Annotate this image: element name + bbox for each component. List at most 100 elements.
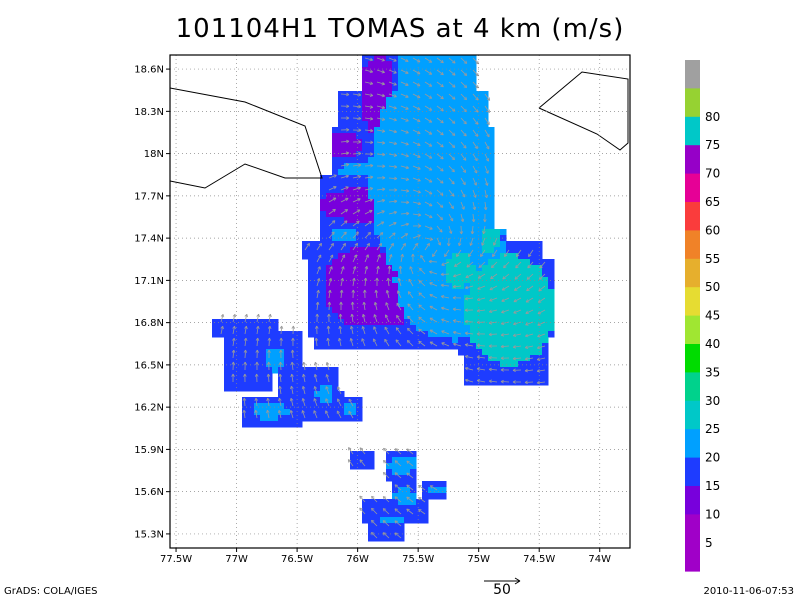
- wind-cell: [416, 139, 423, 146]
- wind-cell: [344, 121, 351, 128]
- reference-vector: [484, 577, 521, 585]
- wind-vector: [394, 520, 402, 527]
- wind-cell: [416, 325, 423, 332]
- wind-cell: [344, 283, 351, 290]
- wind-vector: [388, 211, 397, 215]
- wind-vector-head: [243, 337, 248, 341]
- wind-vector: [472, 213, 475, 223]
- wind-cell: [530, 367, 537, 374]
- wind-cell: [260, 409, 267, 416]
- wind-cell: [344, 343, 351, 350]
- wind-vector: [313, 410, 318, 419]
- wind-cell: [422, 229, 429, 236]
- wind-cell: [416, 121, 423, 128]
- wind-vector: [429, 294, 438, 299]
- wind-vector-head: [266, 397, 270, 402]
- wind-cell: [380, 109, 387, 116]
- wind-cell: [464, 349, 471, 356]
- wind-cell: [434, 295, 441, 302]
- wind-vector-head: [359, 495, 363, 499]
- wind-vector-head: [465, 285, 469, 290]
- wind-cell: [398, 259, 405, 266]
- wind-cell: [290, 331, 297, 338]
- wind-vector-head: [428, 59, 433, 63]
- wind-vector-head: [432, 253, 436, 257]
- wind-cell: [332, 385, 339, 392]
- wind-cell: [428, 241, 435, 248]
- wind-cell: [410, 301, 417, 308]
- wind-vector-head: [357, 198, 361, 202]
- wind-vector-head: [464, 355, 469, 359]
- wind-vector-head: [384, 326, 388, 331]
- wind-cell: [320, 343, 327, 350]
- wind-cell: [260, 331, 267, 338]
- wind-vector-head: [512, 345, 517, 349]
- wind-cell: [242, 403, 249, 410]
- wind-vector: [384, 339, 390, 347]
- wind-cell: [386, 217, 393, 224]
- wind-cell: [380, 265, 387, 272]
- wind-cell: [488, 229, 495, 236]
- wind-cell: [464, 91, 471, 98]
- wind-cell: [422, 217, 429, 224]
- y-tick-label: 16.8N: [134, 318, 164, 329]
- wind-cell: [284, 361, 291, 368]
- wind-vector-head: [326, 325, 331, 329]
- wind-vector-head: [345, 163, 350, 167]
- wind-vector-head: [346, 104, 350, 109]
- wind-cell: [380, 157, 387, 164]
- wind-cell: [350, 229, 357, 236]
- wind-cell: [266, 331, 273, 338]
- wind-vector-head: [525, 322, 529, 326]
- wind-cell: [362, 217, 369, 224]
- wind-cell: [440, 337, 447, 344]
- wind-vector: [453, 308, 462, 311]
- wind-cell: [272, 349, 279, 356]
- wind-cell: [398, 283, 405, 290]
- wind-cell: [488, 139, 495, 146]
- wind-cell: [338, 331, 345, 338]
- wind-cell: [536, 337, 543, 344]
- wind-cell: [374, 133, 381, 140]
- wind-cell: [386, 61, 393, 68]
- wind-cell: [278, 343, 285, 350]
- wind-cell: [356, 313, 363, 320]
- wind-vector-head: [488, 309, 493, 314]
- wind-cell: [488, 319, 495, 326]
- wind-vector: [244, 349, 246, 359]
- wind-cell: [542, 295, 549, 302]
- wind-vector-head: [450, 205, 454, 209]
- wind-cell: [548, 295, 555, 302]
- wind-cell: [368, 301, 375, 308]
- wind-vector: [465, 332, 474, 335]
- wind-cell: [500, 373, 507, 380]
- wind-cell: [344, 265, 351, 272]
- wind-cell: [350, 463, 357, 470]
- wind-vector: [412, 243, 418, 251]
- wind-cell: [338, 133, 345, 140]
- wind-cell: [434, 337, 441, 344]
- wind-cell: [308, 385, 315, 392]
- wind-vector-head: [536, 357, 541, 361]
- wind-cell: [542, 367, 549, 374]
- wind-cell: [314, 391, 321, 398]
- wind-vector: [526, 285, 534, 292]
- wind-cell: [362, 259, 369, 266]
- wind-cell: [392, 97, 399, 104]
- wind-cell: [350, 181, 357, 188]
- wind-vector-head: [428, 107, 433, 111]
- wind-cell: [422, 205, 429, 212]
- wind-cell: [404, 223, 411, 230]
- wind-vector-head: [394, 199, 398, 204]
- wind-cell: [392, 283, 399, 290]
- wind-cell: [548, 259, 555, 266]
- wind-cell: [464, 313, 471, 320]
- wind-cell: [368, 307, 375, 314]
- wind-cell: [488, 283, 495, 290]
- wind-cell: [470, 109, 477, 116]
- wind-cell: [362, 73, 369, 80]
- wind-vector: [278, 398, 282, 407]
- wind-cell: [332, 307, 339, 314]
- wind-cell: [374, 253, 381, 260]
- wind-vector: [373, 326, 378, 335]
